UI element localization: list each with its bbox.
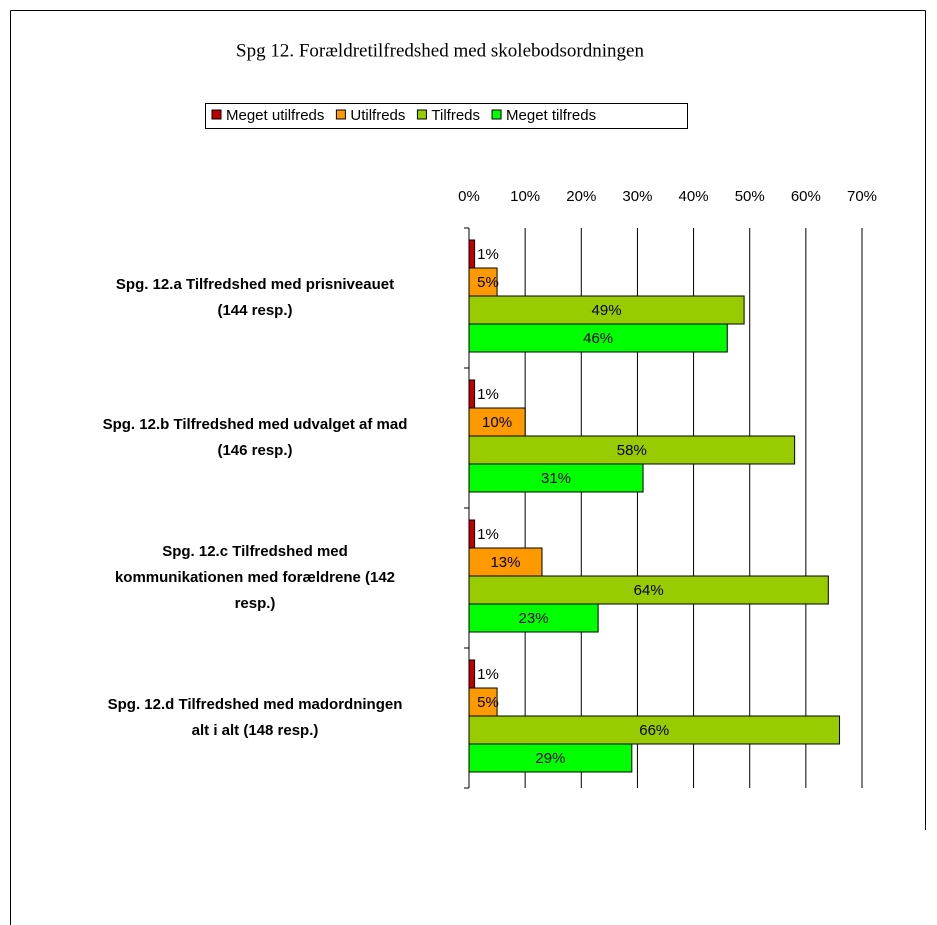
legend-swatch [211, 109, 222, 120]
y-tick-label: Spg. 12.b Tilfredshed med udvalget af ma… [102, 416, 408, 459]
x-tick-label: 0% [458, 188, 480, 205]
data-label: 23% [519, 610, 549, 627]
data-label: 1% [477, 386, 499, 403]
y-tick-label: Spg. 12.d Tilfredshed med madordningen a… [107, 696, 403, 739]
data-label: 58% [617, 442, 647, 459]
bar [468, 407, 526, 437]
x-tick-label: 70% [847, 188, 877, 205]
chart-title: Spg 12. Forældretilfredshed med skolebod… [236, 40, 644, 61]
bar [468, 659, 476, 689]
data-label: 49% [592, 302, 622, 319]
legend-label: Meget tilfreds [506, 107, 596, 124]
legend-swatch [335, 109, 346, 120]
data-label: 1% [477, 666, 499, 683]
bar [468, 323, 728, 353]
x-tick-label: 50% [735, 188, 765, 205]
x-tick-label: 20% [566, 188, 596, 205]
bar [468, 547, 543, 577]
data-label: 66% [639, 722, 669, 739]
legend-swatch [491, 109, 502, 120]
data-label: 1% [477, 246, 499, 263]
bar [468, 519, 476, 549]
x-tick-label: 10% [510, 188, 540, 205]
data-label: 5% [477, 274, 499, 291]
data-label: 5% [477, 694, 499, 711]
bar [468, 743, 633, 773]
bar [468, 715, 841, 745]
legend-label: Utilfreds [350, 107, 405, 124]
data-label: 1% [477, 526, 499, 543]
x-tick-label: 30% [622, 188, 652, 205]
data-label: 64% [634, 582, 664, 599]
legend-swatch [416, 109, 427, 120]
data-label: 13% [490, 554, 520, 571]
bar [468, 687, 498, 717]
bar [468, 575, 829, 605]
legend-label: Meget utilfreds [226, 107, 324, 124]
bar [468, 463, 644, 493]
data-label: 29% [535, 750, 565, 767]
y-tick-label: Spg. 12.c Tilfredshed med kommunikatione… [114, 543, 396, 612]
y-tick-label: Spg. 12.a Tilfredshed med prisniveauet (… [115, 276, 395, 319]
bar [468, 603, 599, 633]
legend-label: Tilfreds [431, 107, 480, 124]
data-label: 46% [583, 330, 613, 347]
x-tick-label: 40% [679, 188, 709, 205]
bar [468, 239, 476, 269]
bar [468, 379, 476, 409]
data-label: 10% [482, 414, 512, 431]
data-label: 31% [541, 470, 571, 487]
legend [205, 103, 688, 129]
x-tick-label: 60% [791, 188, 821, 205]
bar [468, 295, 745, 325]
